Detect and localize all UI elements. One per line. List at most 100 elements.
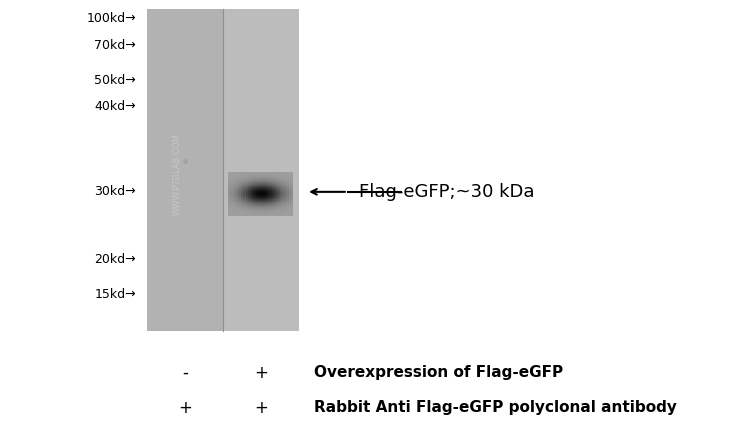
Bar [259, 207, 261, 208]
Bar [254, 204, 256, 205]
Bar [289, 192, 291, 193]
Bar [243, 211, 246, 212]
Bar [256, 198, 259, 199]
Bar [248, 187, 250, 188]
Bar [243, 190, 246, 191]
Bar [248, 198, 250, 199]
Bar [228, 174, 231, 175]
Text: 40kd→: 40kd→ [94, 100, 136, 113]
Bar [241, 182, 243, 183]
Bar [241, 203, 243, 204]
Bar [248, 194, 250, 195]
Bar [283, 193, 285, 194]
Bar [271, 178, 274, 179]
Bar [233, 185, 235, 186]
Bar [285, 175, 287, 176]
Bar [239, 198, 241, 199]
Bar [233, 211, 235, 212]
Bar [259, 212, 261, 213]
Bar [248, 212, 250, 213]
Bar [241, 187, 243, 188]
Bar [271, 174, 274, 175]
Bar [285, 181, 287, 182]
Bar [228, 199, 231, 200]
Bar [291, 202, 293, 203]
Bar [283, 209, 285, 210]
Bar [250, 213, 253, 214]
Bar [287, 192, 289, 193]
Bar [250, 212, 253, 213]
Bar [263, 210, 265, 211]
Bar [291, 181, 293, 182]
Bar [283, 215, 285, 216]
Bar [269, 181, 271, 182]
Bar [269, 213, 271, 214]
Bar [256, 200, 259, 201]
Bar [271, 190, 274, 191]
Bar [243, 180, 246, 181]
Bar [233, 173, 235, 174]
Bar [239, 205, 241, 206]
Bar [228, 211, 231, 212]
Bar [241, 178, 243, 179]
Bar [278, 182, 280, 183]
Bar [248, 172, 250, 173]
Bar [241, 180, 243, 181]
Bar [261, 189, 263, 190]
Bar [276, 175, 278, 176]
Bar [269, 202, 271, 203]
Bar [248, 203, 250, 204]
Bar [287, 196, 289, 197]
Bar [235, 213, 237, 214]
Bar [253, 206, 254, 207]
Bar [271, 188, 274, 189]
Bar [278, 208, 280, 209]
Bar [259, 202, 261, 203]
Bar [228, 196, 231, 197]
Bar [291, 178, 293, 179]
Bar [254, 184, 256, 185]
Bar [280, 212, 283, 213]
Bar [268, 209, 269, 210]
Bar [276, 205, 278, 206]
Bar [239, 204, 241, 205]
Bar [253, 202, 254, 203]
Bar [283, 210, 285, 211]
Bar [253, 187, 254, 188]
Bar [256, 207, 259, 208]
Bar [235, 201, 237, 202]
Bar [254, 178, 256, 179]
Bar [233, 202, 235, 203]
Bar [263, 203, 265, 204]
Bar [268, 184, 269, 185]
Bar [280, 205, 283, 206]
Bar [274, 192, 276, 193]
Bar [259, 213, 261, 214]
Bar [256, 174, 259, 175]
Bar [285, 190, 287, 191]
Bar [289, 212, 291, 213]
Text: 100kd→: 100kd→ [86, 12, 136, 25]
Bar [274, 195, 276, 196]
Bar [285, 209, 287, 210]
Bar [268, 182, 269, 183]
Bar [263, 182, 265, 183]
Bar [246, 202, 248, 203]
Bar [243, 173, 246, 174]
Bar [248, 206, 250, 207]
Bar [228, 192, 231, 193]
Bar [280, 193, 283, 194]
Bar [287, 173, 289, 174]
Bar [254, 195, 256, 196]
Bar [231, 172, 233, 173]
Bar [274, 198, 276, 199]
Bar [254, 173, 256, 174]
Bar [276, 179, 278, 180]
Bar [287, 191, 289, 192]
Bar [250, 197, 253, 198]
Bar [268, 208, 269, 209]
Bar [243, 186, 246, 187]
Bar [254, 199, 256, 200]
Bar [285, 174, 287, 175]
Bar [256, 201, 259, 202]
